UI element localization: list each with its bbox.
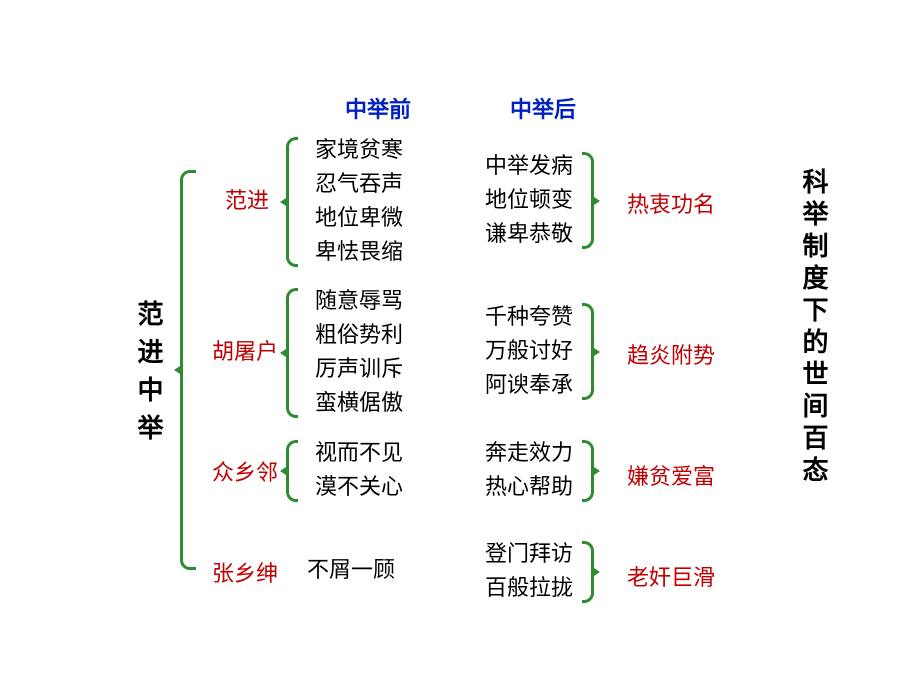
after-item: 地位顿变 bbox=[485, 183, 573, 217]
after-item: 万般讨好 bbox=[485, 334, 573, 368]
root-title: 范进中举 bbox=[130, 300, 167, 452]
before-item: 卑怯畏缩 bbox=[315, 235, 403, 269]
summary-4: 老奸巨滑 bbox=[627, 560, 715, 592]
char-name-2: 胡屠户 bbox=[212, 334, 278, 366]
before-item: 家境贫寒 bbox=[315, 133, 403, 167]
brace-before-2 bbox=[286, 288, 298, 418]
before-item: 视而不见 bbox=[315, 436, 403, 470]
summary-1: 热衷功名 bbox=[627, 187, 715, 219]
brace-before-1 bbox=[286, 137, 298, 267]
before-item: 随意辱骂 bbox=[315, 284, 403, 318]
after-list-1: 中举发病 地位顿变 谦卑恭敬 bbox=[485, 149, 573, 251]
brace-after-3 bbox=[582, 440, 594, 502]
after-item: 千种夸赞 bbox=[485, 300, 573, 334]
after-item: 谦卑恭敬 bbox=[485, 217, 573, 251]
after-list-4: 登门拜访 百般拉拢 bbox=[485, 537, 573, 605]
header-before: 中举前 bbox=[345, 92, 411, 124]
brace-after-4 bbox=[582, 541, 594, 603]
root-brace bbox=[180, 170, 196, 570]
after-list-2: 千种夸赞 万般讨好 阿谀奉承 bbox=[485, 300, 573, 402]
before-item: 粗俗势利 bbox=[315, 318, 403, 352]
summary-2: 趋炎附势 bbox=[627, 338, 715, 370]
before-item: 蛮横倨傲 bbox=[315, 386, 403, 420]
char-name-1: 范进 bbox=[225, 183, 269, 215]
brace-after-2 bbox=[582, 303, 594, 400]
before-list-2: 随意辱骂 粗俗势利 厉声训斥 蛮横倨傲 bbox=[315, 284, 403, 420]
after-list-3: 奔走效力 热心帮助 bbox=[485, 436, 573, 504]
after-item: 奔走效力 bbox=[485, 436, 573, 470]
conclusion-text: 科举制度下的世间百态 bbox=[795, 168, 832, 488]
after-item: 中举发病 bbox=[485, 149, 573, 183]
after-item: 阿谀奉承 bbox=[485, 368, 573, 402]
after-item: 百般拉拢 bbox=[485, 571, 573, 605]
before-item: 漠不关心 bbox=[315, 470, 403, 504]
header-after: 中举后 bbox=[510, 92, 576, 124]
before-list-4: 不屑一顾 bbox=[307, 553, 395, 587]
char-name-4: 张乡绅 bbox=[212, 556, 278, 588]
char-name-3: 众乡邻 bbox=[212, 455, 278, 487]
before-item: 忍气吞声 bbox=[315, 167, 403, 201]
after-item: 登门拜访 bbox=[485, 537, 573, 571]
before-item: 不屑一顾 bbox=[307, 553, 395, 587]
before-item: 地位卑微 bbox=[315, 201, 403, 235]
before-list-3: 视而不见 漠不关心 bbox=[315, 436, 403, 504]
brace-before-3 bbox=[286, 440, 298, 502]
summary-3: 嫌贫爱富 bbox=[627, 459, 715, 491]
before-item: 厉声训斥 bbox=[315, 352, 403, 386]
after-item: 热心帮助 bbox=[485, 470, 573, 504]
brace-after-1 bbox=[582, 152, 594, 249]
before-list-1: 家境贫寒 忍气吞声 地位卑微 卑怯畏缩 bbox=[315, 133, 403, 269]
